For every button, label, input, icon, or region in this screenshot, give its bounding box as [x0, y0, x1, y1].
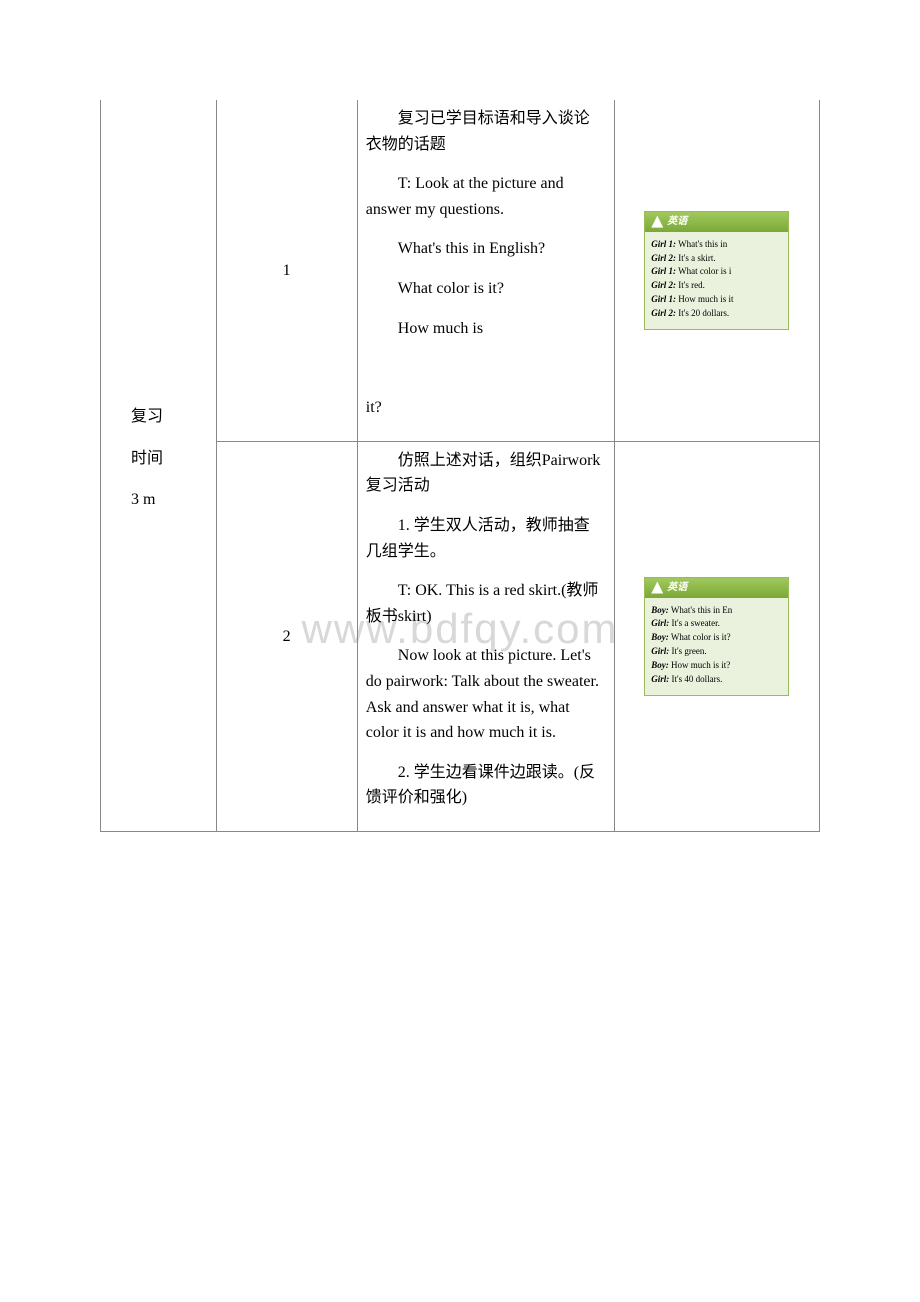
- stage-label-3: 3 m: [131, 487, 208, 513]
- dialog-line: Boy: How much is it?: [651, 659, 786, 673]
- step-number-cell: 1: [216, 100, 357, 441]
- utterance: It's a sweater.: [669, 618, 720, 628]
- logo-icon: [651, 216, 663, 228]
- utterance: What color is i: [676, 266, 731, 276]
- dialog-line: Girl 2: It's a skirt.: [651, 252, 786, 266]
- utterance: How much is it?: [669, 660, 731, 670]
- media-cell: 英语 Boy: What's this in En Girl: It's a s…: [614, 441, 819, 831]
- dialog-header: 英语: [645, 578, 788, 598]
- stage-cell: 复习 时间 3 m: [101, 100, 217, 831]
- dialog-header-text: 英语: [667, 580, 687, 596]
- dialog-line: Girl 2: It's red.: [651, 279, 786, 293]
- dialog-header: 英语: [645, 212, 788, 232]
- utterance: What color is it?: [669, 632, 731, 642]
- speaker: Girl:: [651, 646, 669, 656]
- speaker: Girl:: [651, 674, 669, 684]
- activity-text: 1. 学生双人活动，教师抽查几组学生。: [366, 513, 606, 564]
- activity-cell: 复习已学目标语和导入谈论衣物的话题 T: Look at the picture…: [357, 100, 614, 441]
- speaker: Girl 1:: [651, 266, 676, 276]
- activity-text: 2. 学生边看课件边跟读。(反馈评价和强化): [366, 760, 606, 811]
- utterance: What's this in En: [669, 605, 732, 615]
- logo-icon: [651, 582, 663, 594]
- utterance: What's this in: [676, 239, 727, 249]
- speaker: Girl 1:: [651, 239, 676, 249]
- utterance: It's 40 dollars.: [669, 674, 722, 684]
- dialog-line: Girl 1: What's this in: [651, 238, 786, 252]
- step-number: 2: [283, 628, 291, 645]
- stage-label-1: 复习: [131, 404, 208, 430]
- utterance: It's a skirt.: [676, 253, 716, 263]
- speaker: Boy:: [651, 605, 669, 615]
- activity-text: What color is it?: [366, 276, 606, 302]
- table-row: 复习 时间 3 m 1 复习已学目标语和导入谈论衣物的话题 T: Look at…: [101, 100, 820, 441]
- speaker: Girl 2:: [651, 253, 676, 263]
- speaker: Girl 1:: [651, 294, 676, 304]
- dialog-line: Girl 1: What color is i: [651, 265, 786, 279]
- activity-text: 复习已学目标语和导入谈论衣物的话题: [366, 106, 606, 157]
- activity-text: 仿照上述对话，组织Pairwork复习活动: [366, 448, 606, 499]
- activity-text: it?: [366, 395, 606, 421]
- activity-text: T: OK. This is a red skirt.(教师板书skirt): [366, 578, 606, 629]
- utterance: How much is it: [676, 294, 734, 304]
- utterance: It's green.: [669, 646, 706, 656]
- utterance: It's 20 dollars.: [676, 308, 729, 318]
- step-number-cell: 2: [216, 441, 357, 831]
- dialog-card: 英语 Girl 1: What's this in Girl 2: It's a…: [644, 211, 789, 331]
- media-cell: 英语 Girl 1: What's this in Girl 2: It's a…: [614, 100, 819, 441]
- activity-text: T: Look at the picture and answer my que…: [366, 171, 606, 222]
- lesson-table: 复习 时间 3 m 1 复习已学目标语和导入谈论衣物的话题 T: Look at…: [100, 100, 820, 832]
- activity-cell: 仿照上述对话，组织Pairwork复习活动 1. 学生双人活动，教师抽查几组学生…: [357, 441, 614, 831]
- speaker: Boy:: [651, 660, 669, 670]
- activity-text: What's this in English?: [366, 236, 606, 262]
- spacer: [366, 355, 606, 395]
- dialog-header-text: 英语: [667, 214, 687, 230]
- activity-text: How much is: [366, 316, 606, 342]
- speaker: Girl:: [651, 618, 669, 628]
- dialog-line: Girl: It's a sweater.: [651, 617, 786, 631]
- dialog-line: Girl 1: How much is it: [651, 293, 786, 307]
- speaker: Boy:: [651, 632, 669, 642]
- dialog-line: Boy: What color is it?: [651, 631, 786, 645]
- dialog-line: Boy: What's this in En: [651, 604, 786, 618]
- step-number: 1: [283, 262, 291, 279]
- dialog-body: Boy: What's this in En Girl: It's a swea…: [645, 598, 788, 696]
- utterance: It's red.: [676, 280, 705, 290]
- dialog-card: 英语 Boy: What's this in En Girl: It's a s…: [644, 577, 789, 697]
- dialog-line: Girl 2: It's 20 dollars.: [651, 307, 786, 321]
- speaker: Girl 2:: [651, 280, 676, 290]
- dialog-body: Girl 1: What's this in Girl 2: It's a sk…: [645, 232, 788, 330]
- stage-label-2: 时间: [131, 446, 208, 472]
- speaker: Girl 2:: [651, 308, 676, 318]
- activity-text: Now look at this picture. Let's do pairw…: [366, 643, 606, 745]
- dialog-line: Girl: It's 40 dollars.: [651, 673, 786, 687]
- dialog-line: Girl: It's green.: [651, 645, 786, 659]
